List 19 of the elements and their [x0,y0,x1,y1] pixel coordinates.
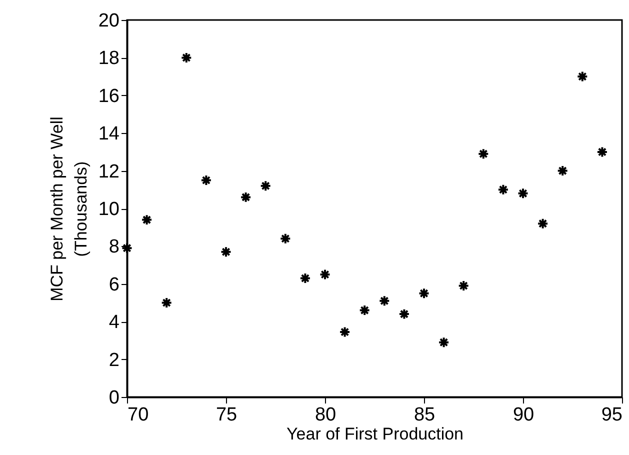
y-tick-label: 18 [98,48,120,70]
x-tick-label: 95 [601,404,622,426]
y-tick-label: 16 [98,86,120,107]
x-tick-label: 85 [414,404,436,426]
y-tick-label: 4 [108,312,120,334]
y-tick-label: 0 [108,388,120,408]
x-tick-label: 75 [216,404,238,426]
y-axis-title: MCF per Month per Well (Thousands) [47,116,90,302]
y-tick-label: 10 [98,199,120,220]
x-tick-label: 70 [128,404,149,426]
y-tick-label: 8 [108,236,120,258]
x-axis-title: Year of First Production [286,424,464,444]
y-tick-label: 12 [98,161,120,182]
y-tick-label: 2 [108,350,120,371]
y-tick-label: 6 [108,274,120,296]
x-tick-label: 80 [314,404,336,426]
y-tick-label: 20 [98,10,120,32]
x-tick-label: 90 [512,404,534,426]
y-tick-label: 14 [98,124,120,145]
